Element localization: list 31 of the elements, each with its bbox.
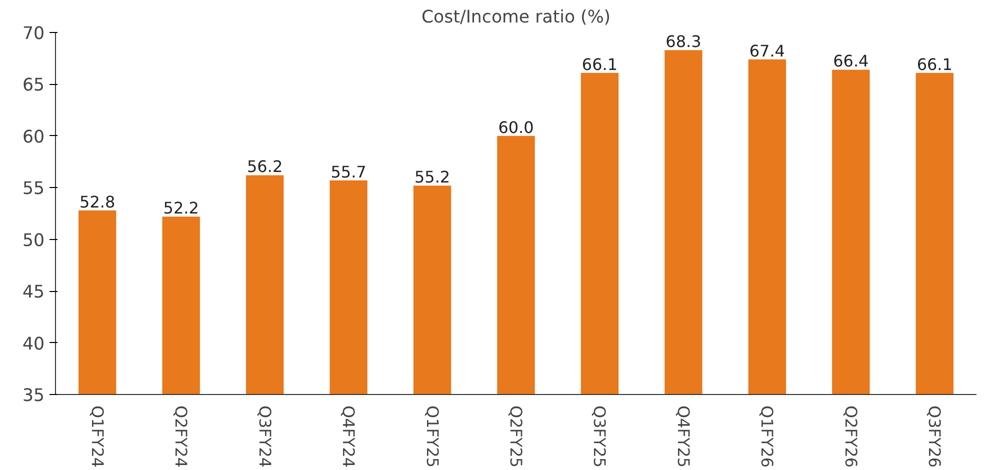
x-tick-label: Q3FY24	[255, 406, 274, 468]
data-label: 52.8	[80, 192, 116, 212]
data-label: 66.1	[916, 54, 952, 74]
y-tick-label: 70	[22, 24, 45, 44]
y-tick-label: 40	[22, 334, 45, 354]
x-tick-label: Q1FY26	[758, 406, 777, 468]
y-tick-label: 55	[22, 179, 45, 200]
chart-title: Cost/Income ratio (%)	[421, 8, 611, 28]
data-label: 55.7	[330, 162, 366, 182]
y-tick-label: 35	[22, 386, 45, 406]
data-label: 67.4	[749, 41, 785, 60]
data-label: 68.3	[666, 32, 702, 52]
y-tick-label: 50	[22, 230, 45, 251]
x-tick-label: Q2FY25	[506, 406, 526, 468]
data-label: 56.2	[247, 157, 283, 176]
data-label: 52.2	[163, 198, 199, 218]
data-label: 60.0	[498, 118, 534, 137]
x-tick-label: Q4FY25	[674, 406, 693, 468]
data-label: 66.4	[833, 52, 869, 71]
x-tick-label: Q3FY25	[590, 406, 610, 468]
y-tick-label: 45	[22, 282, 45, 303]
x-tick-label: Q3FY26	[925, 406, 944, 468]
y-tick-label: 60	[22, 127, 45, 148]
data-label: 66.1	[582, 54, 618, 74]
x-tick-label: Q1FY25	[422, 406, 442, 468]
x-tick-label: Q1FY24	[88, 406, 107, 468]
x-tick-label: Q2FY26	[841, 406, 860, 468]
x-tick-label: Q4FY24	[339, 406, 358, 468]
x-tick-label: Q2FY24	[172, 406, 191, 468]
data-label: 55.2	[414, 168, 450, 187]
y-tick-label: 65	[22, 76, 45, 96]
